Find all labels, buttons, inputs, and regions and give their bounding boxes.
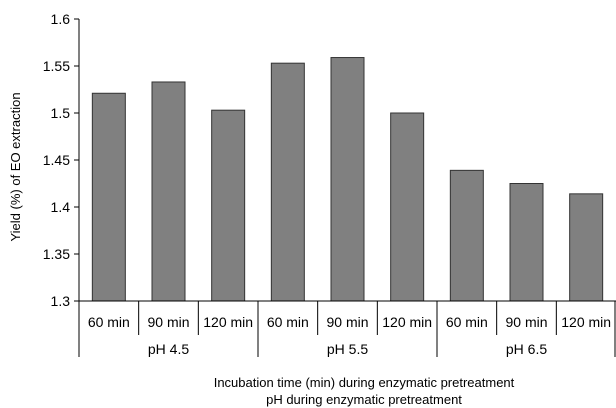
bar [509,183,544,302]
x-group-label: pH 5.5 [327,341,368,357]
bar [151,81,186,302]
x-group-label: pH 6.5 [506,341,547,357]
bar [91,92,126,302]
y-tick-label: 1.45 [43,152,70,168]
bar [569,193,604,302]
y-tick-label: 1.5 [51,105,71,121]
y-tick-label: 1.35 [43,246,70,262]
x-tick-label: 90 min [147,314,189,330]
y-tick-label: 1.6 [51,11,71,27]
x-axis-label-line-2: pH during enzymatic pretreatment [266,392,462,407]
y-axis: 1.3 1.35 1.4 1.45 1.5 1.55 1.6 [43,11,80,309]
bar [270,62,305,302]
x-tick-label: 90 min [505,314,547,330]
x-tick-label: 90 min [326,314,368,330]
y-tick-label: 1.4 [51,199,71,215]
bar [449,169,484,302]
y-tick-label: 1.55 [43,58,70,74]
x-tick-label: 120 min [561,314,611,330]
y-axis-label: Yield (%) of EO extraction [8,92,23,241]
bar [211,109,246,302]
x-tick-label: 60 min [446,314,488,330]
x-group-label: pH 4.5 [148,341,189,357]
x-tick-label: 120 min [203,314,253,330]
y-tick-label: 1.3 [51,293,71,309]
bars [91,57,604,302]
x-axis-label-line-1: Incubation time (min) during enzymatic p… [214,375,515,390]
x-tick-label: 60 min [267,314,309,330]
bar [390,112,425,302]
x-tick-label: 120 min [382,314,432,330]
bar [330,57,365,302]
x-tick-label: 60 min [88,314,130,330]
x-axis: 60 min 90 min 120 min 60 min 90 min 120 min 60… [78,300,616,357]
